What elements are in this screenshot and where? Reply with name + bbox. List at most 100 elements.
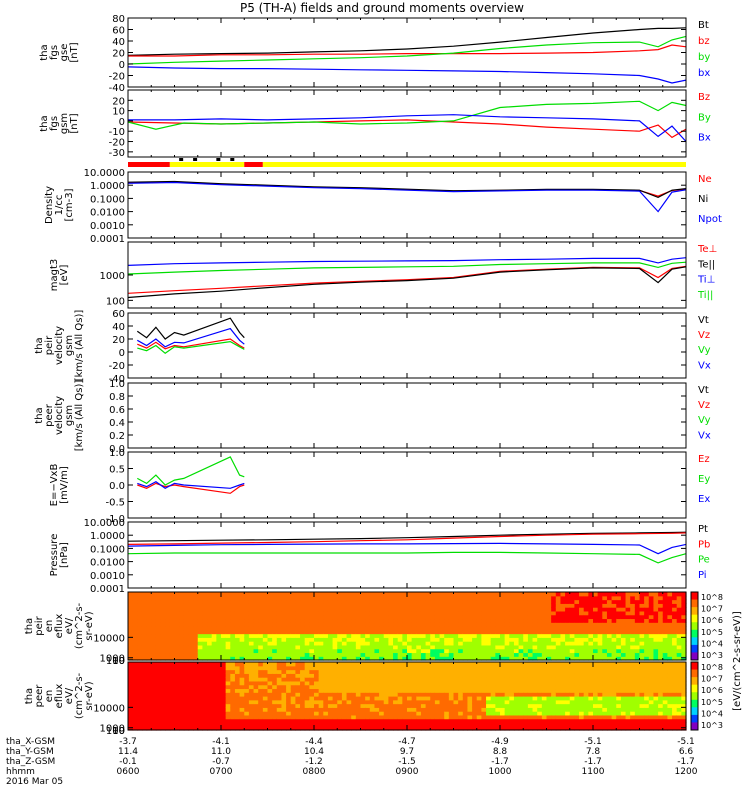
spectrogram-cell	[640, 711, 645, 715]
spectrogram-cell	[175, 670, 180, 674]
spectrogram-cell	[216, 637, 221, 641]
spectrogram-cell	[658, 615, 663, 619]
spectrogram-cell	[286, 637, 291, 641]
spectrogram-cell	[444, 592, 449, 596]
spectrogram-cell	[621, 600, 626, 604]
spectrogram-cell	[477, 596, 482, 600]
spectrogram-cell	[500, 618, 505, 622]
spectrogram-cell	[440, 634, 445, 638]
spectrogram-cell	[542, 618, 547, 622]
spectrogram-cell	[658, 666, 663, 670]
spectrogram-cell	[454, 722, 459, 726]
spectrogram-cell	[421, 677, 426, 681]
spectrogram-cell	[612, 611, 617, 615]
spectrogram-cell	[626, 722, 631, 726]
spectrogram-cell	[314, 719, 319, 723]
spectrogram-cell	[440, 670, 445, 674]
spectrogram-cell	[547, 592, 552, 596]
spectrogram-cell	[291, 715, 296, 719]
spectrogram-cell	[607, 700, 612, 704]
spectrogram-cell	[649, 692, 654, 696]
spectrogram-cell	[351, 615, 356, 619]
spectrogram-cell	[272, 611, 277, 615]
spectrogram-cell	[249, 696, 254, 700]
spectrogram-cell	[593, 681, 598, 685]
spectrogram-cell	[565, 615, 570, 619]
spectrogram-cell	[151, 630, 156, 634]
spectrogram-cell	[444, 681, 449, 685]
spectrogram-cell	[202, 603, 207, 607]
spectrogram-cell	[328, 722, 333, 726]
spectrogram-cell	[281, 700, 286, 704]
spectrogram-cell	[463, 722, 468, 726]
spectrogram-cell	[467, 600, 472, 604]
spectrogram-cell	[630, 666, 635, 670]
spectrogram-cell	[412, 673, 417, 677]
legend-label-Pi: Pi	[698, 570, 707, 581]
spectrogram-cell	[426, 696, 431, 700]
spectrogram-cell	[137, 704, 142, 708]
spectrogram-cell	[458, 719, 463, 723]
spectrogram-cell	[388, 692, 393, 696]
spectrogram-cell	[649, 618, 654, 622]
spectrogram-cell	[542, 677, 547, 681]
spectrogram-cell	[486, 592, 491, 596]
spectrogram-cell	[133, 696, 138, 700]
spectrogram-cell	[300, 696, 305, 700]
spectrogram-cell	[519, 722, 524, 726]
spectrogram-cell	[263, 596, 268, 600]
spectrogram-cell	[156, 626, 161, 630]
spectrogram-cell	[207, 711, 212, 715]
spectrogram-cell	[653, 626, 658, 630]
spectrogram-cell	[361, 662, 366, 666]
spectrogram-cell	[472, 634, 477, 638]
spectrogram-cell	[505, 641, 510, 645]
spectrogram-cell	[412, 685, 417, 689]
spectrogram-cell	[426, 711, 431, 715]
spectrogram-cell	[440, 622, 445, 626]
spectrogram-cell	[426, 615, 431, 619]
spectrogram-cell	[653, 618, 658, 622]
spectrogram-cell	[328, 618, 333, 622]
y-axis-label: [nPa]	[59, 542, 70, 568]
spectrogram-cell	[677, 696, 682, 700]
spectrogram-cell	[454, 681, 459, 685]
spectrogram-cell	[584, 722, 589, 726]
spectrogram-cell	[165, 637, 170, 641]
spectrogram-cell	[170, 673, 175, 677]
spectrogram-cell	[588, 630, 593, 634]
spectrogram-cell	[677, 722, 682, 726]
spectrogram-cell	[244, 611, 249, 615]
spectrogram-cell	[351, 662, 356, 666]
spectrogram-cell	[365, 641, 370, 645]
spectrogram-cell	[407, 600, 412, 604]
spectrogram-cell	[235, 649, 240, 653]
spectrogram-cell	[677, 607, 682, 611]
spectrogram-cell	[491, 700, 496, 704]
spectrogram-cell	[128, 696, 133, 700]
spectrogram-cell	[593, 634, 598, 638]
spectrogram-cell	[347, 622, 352, 626]
spectrogram-cell	[300, 603, 305, 607]
spectrogram-cell	[263, 696, 268, 700]
spectrogram-cell	[602, 615, 607, 619]
spectrogram-cell	[291, 618, 296, 622]
spectrogram-cell	[444, 603, 449, 607]
spectrogram-cell	[361, 618, 366, 622]
spectrogram-cell	[365, 649, 370, 653]
legend-label-bx: bx	[698, 68, 710, 79]
spectrogram-cell	[402, 670, 407, 674]
spectrogram-cell	[137, 670, 142, 674]
spectrogram-cell	[672, 618, 677, 622]
spectrogram-cell	[523, 652, 528, 656]
spectrogram-cell	[240, 652, 245, 656]
spectrogram-cell	[612, 607, 617, 611]
spectrogram-cell	[649, 607, 654, 611]
spectrogram-cell	[207, 634, 212, 638]
spectrogram-cell	[356, 677, 361, 681]
spectrogram-cell	[551, 719, 556, 723]
spectrogram-cell	[426, 603, 431, 607]
spectrogram-cell	[212, 649, 217, 653]
spectrogram-cell	[514, 666, 519, 670]
spectrogram-cell	[398, 719, 403, 723]
